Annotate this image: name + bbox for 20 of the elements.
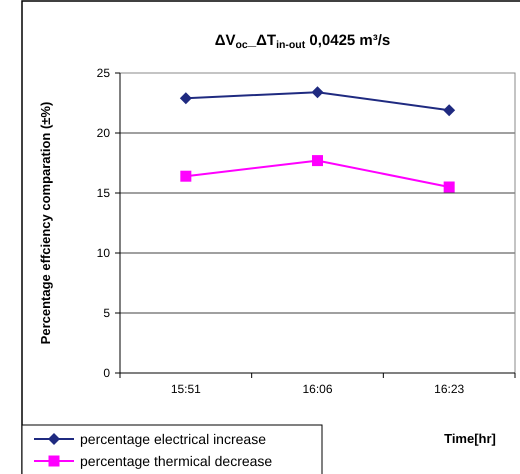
chart-title: ΔV$_{oc}$_ΔT$_{in-out}$ 0,0425 m³/s (214, 32, 390, 51)
x-tick-label: 16:23 (434, 382, 465, 396)
y-tick-label: 0 (103, 366, 110, 380)
point (180, 92, 192, 104)
x-tick-label: 16:06 (302, 382, 333, 396)
y-axis-title: Percentage effciency comparation (±%) (38, 102, 53, 344)
point (180, 170, 192, 182)
point (312, 86, 324, 98)
y-tick-label: 20 (96, 126, 110, 140)
legend-label: percentage thermical decrease (80, 452, 272, 469)
legend-label: percentage electrical increase (80, 430, 266, 447)
x-tick-label: 15:51 (170, 382, 202, 396)
y-tick-label: 25 (96, 66, 110, 80)
point (443, 104, 456, 116)
point (312, 155, 323, 166)
x-axis-title: Time[hr] (444, 431, 496, 446)
y-tick-label: 15 (96, 186, 110, 200)
point (444, 182, 455, 192)
y-tick-label: 5 (103, 306, 110, 320)
y-tick-label: 10 (96, 246, 110, 260)
